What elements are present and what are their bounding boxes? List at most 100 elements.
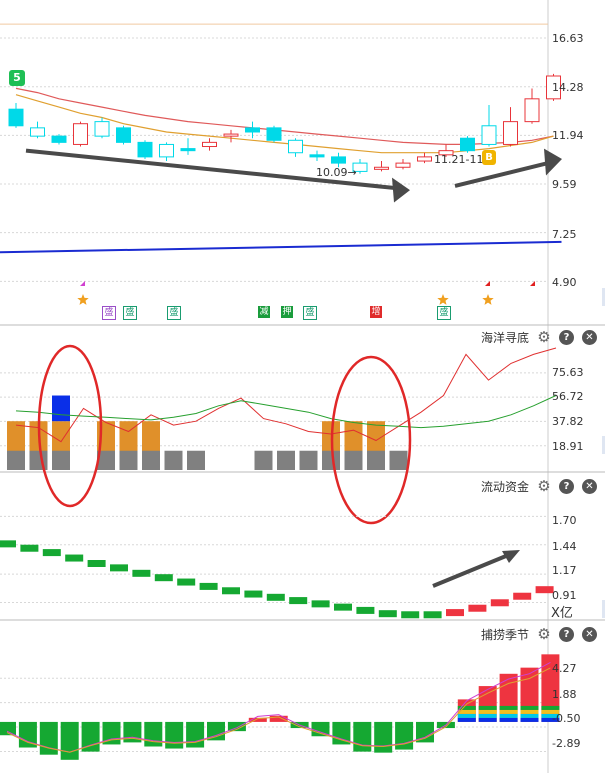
haiyang-gray-bar <box>277 450 295 470</box>
candle-body <box>481 125 497 145</box>
low-price-label: 10.09→ <box>316 166 357 179</box>
candle-body <box>374 166 389 170</box>
haiyang-panel-title: 海洋寻底 <box>481 331 530 345</box>
event-tag[interactable]: 盛 <box>437 306 451 320</box>
arrow-head-icon <box>392 177 410 203</box>
bulao-close-icon[interactable]: ✕ <box>582 627 597 642</box>
buy-badge: B <box>482 150 496 165</box>
bulao-stack-band <box>478 709 497 714</box>
candle-body <box>8 108 24 127</box>
haiyang-gray-bar <box>7 450 25 470</box>
liudong-bar <box>378 610 397 618</box>
candle-body <box>395 162 411 168</box>
bulao-bar <box>165 721 184 749</box>
highlight-circle <box>37 344 103 508</box>
price-tick-5: 4.90 <box>552 276 577 289</box>
right-edge-tab[interactable] <box>602 600 605 618</box>
haiyang-gray-bar <box>164 450 183 470</box>
liudong-close-icon[interactable]: ✕ <box>582 479 597 494</box>
bulao-tick-2: -0.50 <box>552 712 581 725</box>
liudong-bar <box>356 606 375 614</box>
candle-body <box>159 143 174 158</box>
liudong-bar <box>401 611 420 619</box>
bulao-stack-band <box>499 713 518 718</box>
liudong-tick-3: 0.91 <box>552 589 577 602</box>
bulao-bar <box>416 721 434 743</box>
bulao-tick-1: 1.88 <box>552 688 577 701</box>
bulao-stack-band <box>457 709 476 714</box>
haiyang-tick-3: 18.91 <box>552 440 584 453</box>
liudong-bar <box>266 593 285 601</box>
bulao-bar <box>144 721 163 747</box>
haiyang-gray-bar <box>299 450 318 470</box>
arrow-head-icon <box>502 550 520 563</box>
haiyang-blue-bar <box>52 395 70 422</box>
event-tag[interactable]: 盛 <box>123 306 137 320</box>
liudong-bar <box>132 569 151 577</box>
candle-body <box>352 162 368 172</box>
liudong-bar <box>446 609 464 617</box>
bulao-stack-band <box>499 709 518 714</box>
right-edge-tab[interactable] <box>602 288 605 306</box>
event-tag[interactable]: 盛 <box>303 306 317 320</box>
price-tick-3: 9.59 <box>552 178 577 191</box>
candle-body <box>503 121 518 145</box>
bulao-stack-band <box>520 705 539 710</box>
bulao-stack-band <box>478 713 497 718</box>
candle-body <box>438 150 454 156</box>
candle-body <box>223 133 239 137</box>
haiyang-gray-bar <box>254 450 273 470</box>
low-price-value: 10.09 <box>316 166 348 179</box>
flag-icon <box>80 281 85 286</box>
candle-body <box>202 141 217 148</box>
liudong-bar <box>65 554 84 562</box>
event-tag[interactable]: 押 <box>281 306 293 318</box>
bulao-orange-line <box>6 667 551 753</box>
arrow-head-icon <box>544 148 562 176</box>
price-tick-2: 11.94 <box>552 129 584 142</box>
bulao-help-icon[interactable]: ? <box>559 627 574 642</box>
event-tag[interactable]: 盛 <box>167 306 181 320</box>
candle-body <box>331 156 346 164</box>
liudong-help-icon[interactable]: ? <box>559 479 574 494</box>
liudong-bar <box>199 582 218 590</box>
bulao-settings-gear-icon[interactable]: ⚙ <box>537 625 551 643</box>
haiyang-close-icon[interactable]: ✕ <box>582 330 597 345</box>
liudong-bar <box>110 564 128 572</box>
right-edge-tab[interactable] <box>602 436 605 454</box>
bulao-purple-line <box>6 661 551 753</box>
range-label: 11.21-11.5 <box>434 153 494 166</box>
flag-icon <box>530 281 535 286</box>
bulao-tick-0: 4.27 <box>552 662 577 675</box>
bulao-bar <box>18 721 37 748</box>
liudong-bar <box>42 549 61 557</box>
bulao-bar <box>227 721 246 732</box>
haiyang-gray-bar <box>29 450 48 470</box>
haiyang-settings-gear-icon[interactable]: ⚙ <box>537 328 551 346</box>
event-tag[interactable]: 减 <box>258 306 270 318</box>
liudong-bar <box>0 540 16 548</box>
haiyang-help-icon[interactable]: ? <box>559 330 574 345</box>
candle-body <box>180 148 196 152</box>
bulao-bar <box>395 721 414 750</box>
haiyang-gray-bar <box>389 450 408 470</box>
price-tick-0: 16.63 <box>552 32 584 45</box>
signal-marker: 5 <box>9 70 25 86</box>
liudong-trend-arrow <box>432 554 507 588</box>
bulao-bar <box>207 721 225 741</box>
haiyang-green-line <box>15 395 557 429</box>
bulao-bar <box>311 721 330 737</box>
candle-body <box>309 154 325 158</box>
candle-body <box>30 127 45 137</box>
event-tag[interactable]: 增 <box>370 306 382 318</box>
liudong-tick-1: 1.44 <box>552 540 577 553</box>
haiyang-tick-0: 75.63 <box>552 366 584 379</box>
flag-icon <box>485 281 490 286</box>
bulao-bar <box>0 721 16 736</box>
candle-body <box>546 75 561 100</box>
event-tag[interactable]: 盛 <box>102 306 116 320</box>
liudong-settings-gear-icon[interactable]: ⚙ <box>537 477 551 495</box>
liudong-unit-label: X亿 <box>551 606 573 621</box>
